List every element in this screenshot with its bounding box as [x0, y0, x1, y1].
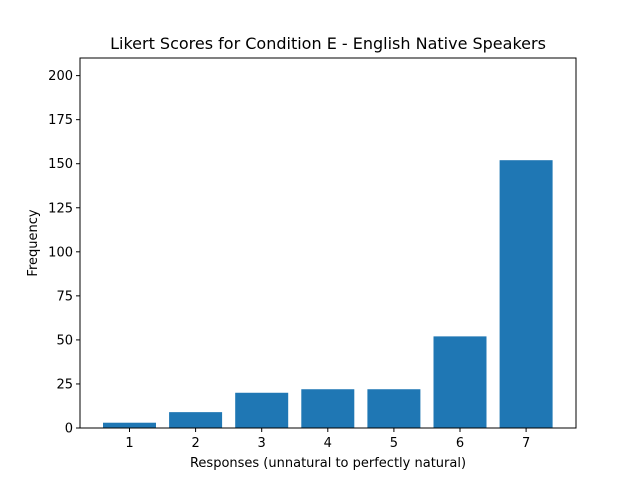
bar-7	[499, 160, 553, 428]
y-tick-label: 25	[56, 377, 73, 392]
x-tick-label: 7	[522, 436, 530, 451]
bar-3	[235, 392, 289, 428]
x-axis-label: Responses (unnatural to perfectly natura…	[190, 456, 466, 471]
x-tick-label: 6	[456, 436, 464, 451]
y-tick-label: 75	[56, 289, 73, 304]
x-tick-label: 4	[324, 436, 332, 451]
x-axis-ticks: 1 2 3 4 5 6 7	[125, 428, 530, 451]
y-tick-label: 200	[48, 69, 73, 84]
y-tick-label: 100	[48, 245, 73, 260]
x-tick-label: 2	[191, 436, 199, 451]
x-tick-label: 3	[258, 436, 266, 451]
y-tick-label: 175	[48, 113, 73, 128]
bar-5	[367, 389, 421, 428]
y-tick-label: 125	[48, 201, 73, 216]
y-axis-ticks: 0 25 50 75 100 125 150 175 200	[48, 69, 80, 437]
y-axis-label: Frequency	[26, 209, 41, 276]
y-tick-label: 150	[48, 157, 73, 172]
bar-4	[301, 389, 355, 428]
plot-frame	[79, 57, 577, 429]
x-tick-label: 1	[125, 436, 133, 451]
bars-group	[103, 160, 553, 428]
bar-1	[103, 422, 156, 428]
x-tick-label: 5	[390, 436, 398, 451]
y-tick-label: 0	[65, 422, 73, 437]
chart-title: Likert Scores for Condition E - English …	[110, 34, 546, 53]
bar-6	[433, 336, 487, 428]
y-tick-label: 50	[56, 333, 73, 348]
bar-2	[169, 412, 223, 428]
